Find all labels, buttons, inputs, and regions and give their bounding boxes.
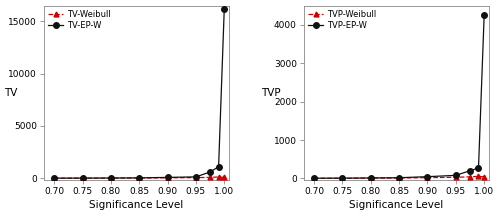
- X-axis label: Significance Level: Significance Level: [349, 200, 444, 210]
- TVP-Weibull: [453, 176, 459, 179]
- TVP-EP-W: [476, 167, 482, 169]
- TVP-EP-W: [368, 177, 374, 179]
- Line: TVP-Weibull: TVP-Weibull: [312, 174, 486, 181]
- TV-Weibull: [136, 177, 142, 179]
- TV-Weibull: [193, 176, 199, 179]
- TVP-Weibull: [396, 177, 402, 179]
- Line: TV-Weibull: TV-Weibull: [52, 175, 227, 181]
- TV-Weibull: [51, 177, 57, 179]
- Legend: TV-Weibull, TV-EP-W: TV-Weibull, TV-EP-W: [46, 8, 112, 32]
- TV-Weibull: [80, 177, 86, 179]
- TVP-Weibull: [340, 177, 345, 179]
- TVP-EP-W: [467, 169, 473, 172]
- TVP-Weibull: [476, 175, 482, 178]
- TVP-Weibull: [481, 176, 487, 178]
- TVP-EP-W: [453, 174, 459, 177]
- TVP-EP-W: [340, 177, 345, 179]
- TVP-EP-W: [311, 177, 317, 179]
- TVP-Weibull: [467, 176, 473, 178]
- TVP-EP-W: [396, 176, 402, 179]
- TV-Weibull: [216, 176, 222, 178]
- TV-Weibull: [108, 177, 114, 179]
- TVP-Weibull: [424, 176, 430, 179]
- TVP-EP-W: [481, 14, 487, 16]
- TV-EP-W: [207, 171, 213, 173]
- TV-EP-W: [136, 176, 142, 179]
- TV-Weibull: [164, 176, 170, 179]
- Legend: TVP-Weibull, TVP-EP-W: TVP-Weibull, TVP-EP-W: [306, 8, 378, 32]
- TVP-Weibull: [368, 177, 374, 179]
- TV-EP-W: [164, 176, 170, 179]
- TV-EP-W: [108, 177, 114, 179]
- Y-axis label: TV: TV: [4, 88, 18, 98]
- TV-EP-W: [222, 7, 228, 10]
- X-axis label: Significance Level: Significance Level: [90, 200, 184, 210]
- TV-EP-W: [193, 176, 199, 178]
- TVP-EP-W: [424, 175, 430, 178]
- TVP-Weibull: [311, 177, 317, 179]
- TV-EP-W: [80, 177, 86, 179]
- Y-axis label: TVP: TVP: [261, 88, 280, 98]
- TV-EP-W: [51, 177, 57, 179]
- Line: TVP-EP-W: TVP-EP-W: [312, 12, 487, 181]
- Line: TV-EP-W: TV-EP-W: [52, 6, 227, 181]
- TV-EP-W: [216, 165, 222, 168]
- TV-Weibull: [222, 176, 228, 179]
- TV-Weibull: [207, 176, 213, 179]
